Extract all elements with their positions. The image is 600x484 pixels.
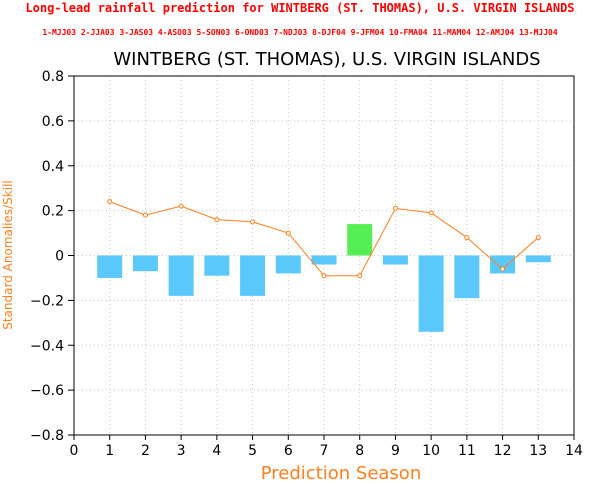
y-tick-label: 0.4	[42, 159, 64, 175]
x-tick-label: 3	[177, 443, 186, 459]
y-tick-label: 0.2	[42, 204, 64, 220]
main-title: Long-lead rainfall prediction for WINTBE…	[25, 1, 574, 15]
x-tick-label: 0	[70, 443, 79, 459]
x-tick-label: 12	[494, 443, 512, 459]
anomaly-bar	[454, 255, 480, 299]
x-tick-label: 14	[565, 443, 583, 459]
x-tick-label: 8	[355, 443, 364, 459]
x-tick-label: 10	[422, 443, 440, 459]
y-tick-label: −0.2	[30, 293, 64, 309]
x-tick-label: 13	[529, 443, 547, 459]
season-key: 1-MJJ03 2-JJA03 3-JAS03 4-ASO03 5-SON03 …	[42, 28, 558, 37]
y-axis-label: Standard Anomalies/Skill	[1, 180, 15, 330]
y-tick-label: 0	[55, 249, 64, 265]
skill-point	[428, 210, 434, 216]
skill-point	[250, 219, 256, 225]
x-tick-label: 9	[391, 443, 400, 459]
skill-line	[107, 199, 541, 279]
anomaly-bar	[311, 255, 337, 265]
y-axis: −0.8 −0.6 −0.4 −0.2 0 0.2 0.4 0.6 0.8	[30, 69, 74, 444]
x-tick-label: 6	[284, 443, 293, 459]
anomaly-bar	[204, 255, 230, 276]
anomaly-bar	[97, 255, 123, 278]
anomaly-bar	[275, 255, 301, 274]
anomaly-bar	[418, 255, 444, 332]
x-tick-label: 7	[320, 443, 329, 459]
y-tick-label: −0.6	[30, 383, 64, 399]
y-tick-label: 0.6	[42, 114, 64, 130]
anomaly-bar	[240, 255, 266, 296]
anomaly-bar	[525, 255, 551, 263]
x-tick-label: 4	[212, 443, 221, 459]
skill-point	[178, 203, 184, 209]
skill-point	[214, 217, 220, 223]
y-tick-label: 0.8	[42, 69, 64, 85]
skill-point	[392, 205, 398, 211]
skill-point	[285, 230, 291, 236]
skill-point	[321, 273, 327, 279]
skill-point	[500, 266, 506, 272]
x-tick-label: 11	[458, 443, 476, 459]
bars	[97, 224, 551, 332]
x-tick-label: 2	[141, 443, 150, 459]
anomaly-bar	[347, 224, 373, 256]
skill-point	[107, 199, 113, 205]
anomaly-bar	[168, 255, 194, 296]
x-axis-label: Prediction Season	[261, 463, 421, 484]
y-tick-label: −0.8	[30, 428, 64, 444]
plot-title: WINTBERG (ST. THOMAS), U.S. VIRGIN ISLAN…	[113, 49, 540, 70]
x-axis: 0 1 2 3 4 5 6 7 8 9 10 11 12 13 14	[70, 435, 583, 459]
anomaly-bar	[132, 255, 158, 272]
anomaly-bar	[382, 255, 408, 265]
skill-point	[357, 273, 363, 279]
y-tick-label: −0.4	[30, 338, 64, 354]
x-tick-label: 1	[105, 443, 114, 459]
skill-point	[464, 235, 470, 241]
anomaly-bar	[490, 255, 516, 274]
skill-point	[535, 235, 541, 241]
skill-point	[142, 212, 148, 218]
x-tick-label: 5	[248, 443, 257, 459]
